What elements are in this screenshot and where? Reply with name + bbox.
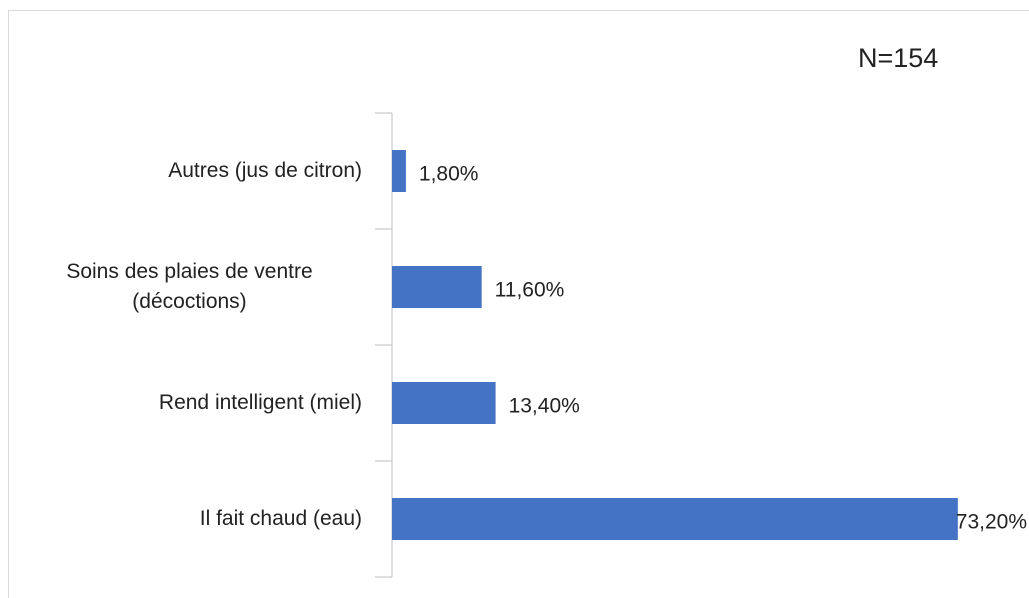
value-label: 1,80% bbox=[419, 163, 479, 186]
category-label: Soins des plaies de ventre (décoctions) bbox=[66, 260, 313, 313]
value-label: 73,20% bbox=[956, 511, 1027, 534]
value-label: 11,60% bbox=[495, 279, 565, 302]
value-label: 13,40% bbox=[509, 395, 580, 418]
bar bbox=[392, 498, 958, 540]
category-label: Rend intelligent (miel) bbox=[158, 391, 362, 414]
bar bbox=[392, 382, 496, 424]
annotation: N=154 bbox=[858, 43, 938, 73]
category-label: Autres (jus de citron) bbox=[168, 159, 362, 182]
bar bbox=[392, 150, 406, 192]
category-label: Il fait chaud (eau) bbox=[199, 507, 362, 530]
chart-frame bbox=[8, 10, 1029, 598]
bar bbox=[392, 266, 482, 308]
